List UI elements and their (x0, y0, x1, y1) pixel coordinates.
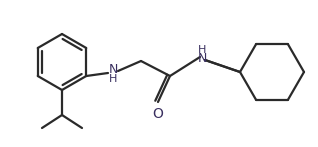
Text: N: N (197, 51, 207, 65)
Text: H: H (198, 45, 206, 55)
Text: H: H (109, 74, 117, 84)
Text: O: O (153, 107, 163, 121)
Text: N: N (108, 62, 118, 76)
